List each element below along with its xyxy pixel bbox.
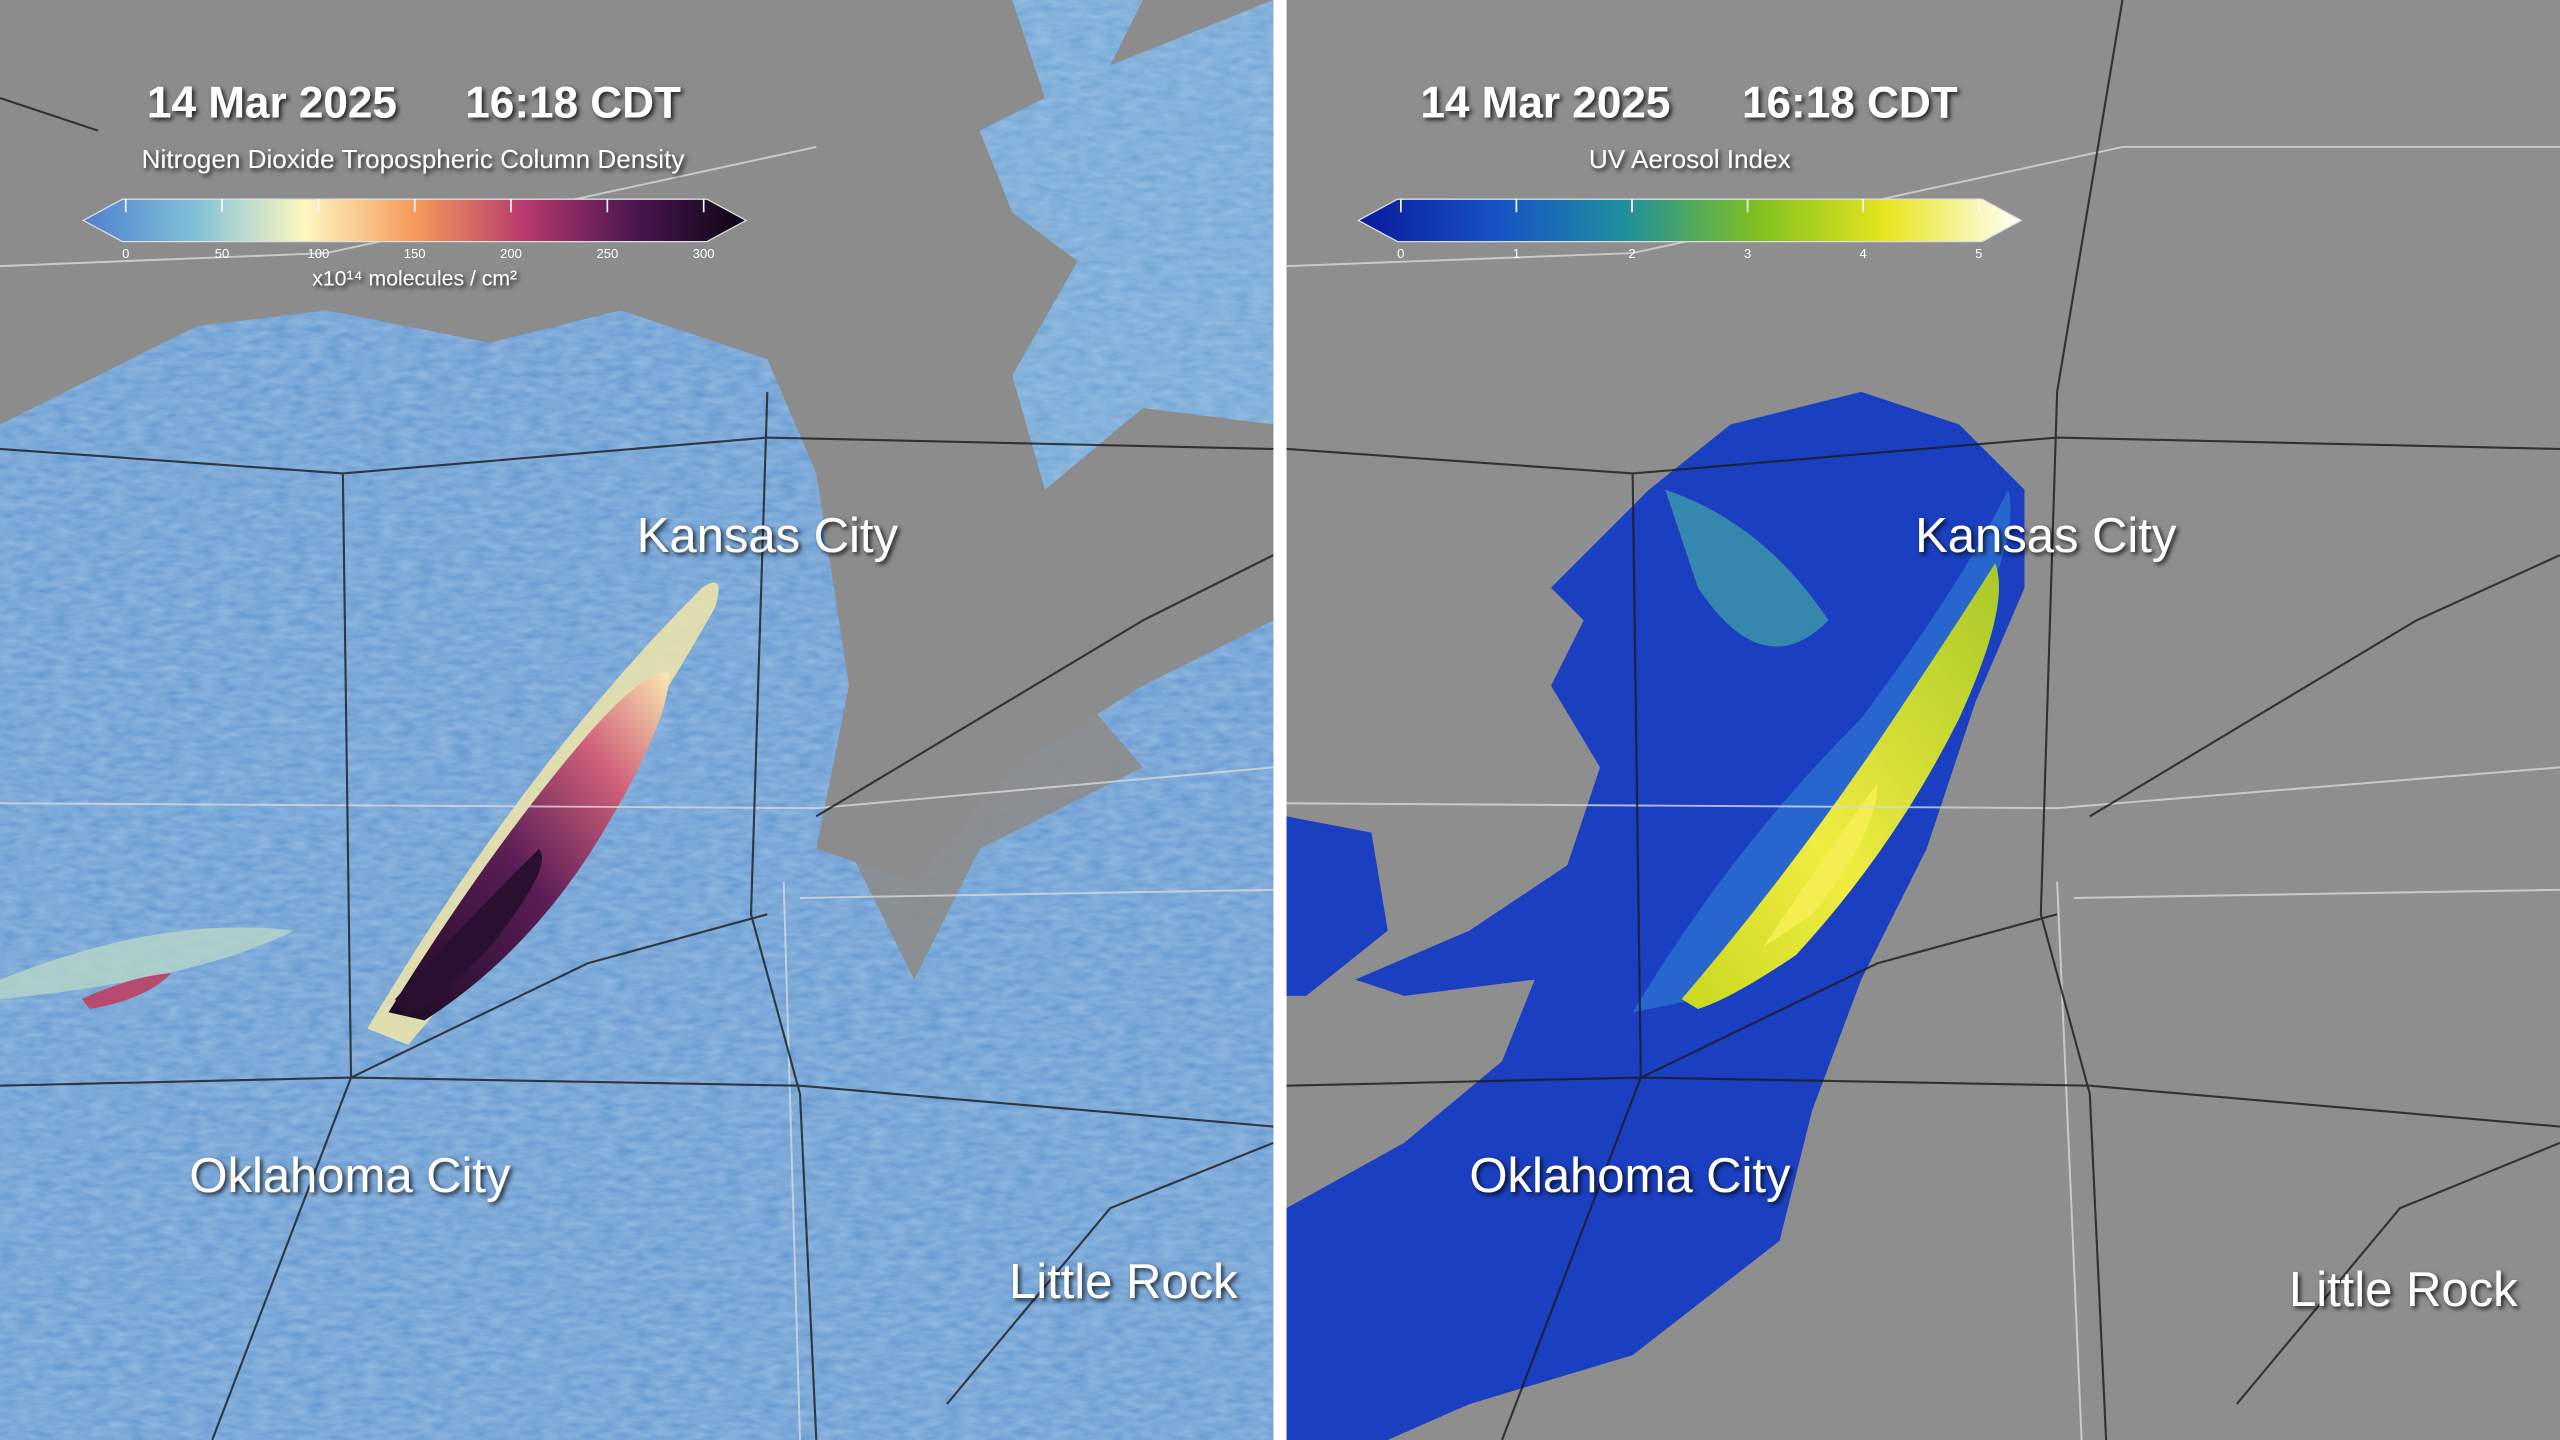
- colorbar-tick-label: 250: [596, 246, 618, 261]
- colorbar-tick-label: 4: [1860, 246, 1867, 261]
- colorbar-tick-label: 3: [1744, 246, 1751, 261]
- colorbar-tick-label: 0: [1397, 246, 1404, 261]
- city-label: Kansas City: [637, 509, 899, 563]
- colorbar-title: UV Aerosol Index: [1589, 144, 1791, 174]
- colorbar-tick-label: 100: [307, 246, 329, 261]
- colorbar-unit: x10¹⁴ molecules / cm²: [312, 268, 517, 291]
- colorbar-tick-label: 2: [1628, 246, 1635, 261]
- date-label: 14 Mar 2025: [1420, 79, 1670, 128]
- colorbar-tick-label: 50: [215, 246, 230, 261]
- colorbar-title: Nitrogen Dioxide Tropospheric Column Den…: [142, 144, 685, 174]
- colorbar: [1356, 198, 2023, 243]
- time-label: 16:18 CDT: [465, 79, 681, 128]
- colorbar-tick-label: 150: [404, 246, 426, 261]
- colorbar: [81, 198, 748, 243]
- colorbar-tick-label: 5: [1975, 246, 1982, 261]
- date-label: 14 Mar 2025: [147, 79, 397, 128]
- time-label: 16:18 CDT: [1742, 79, 1958, 128]
- colorbar-tick-label: 300: [693, 246, 715, 261]
- colorbar-tick-label: 1: [1513, 246, 1520, 261]
- colorbar-tick-label: 0: [122, 246, 129, 261]
- city-label: Kansas City: [1915, 509, 2177, 563]
- colorbar-tick-label: 200: [500, 246, 522, 261]
- divider: [1273, 0, 1287, 1440]
- city-label: Oklahoma City: [189, 1149, 511, 1203]
- labels: 14 Mar 2025 16:18 CDT Nitrogen Dioxide Tro…: [81, 79, 2518, 1317]
- city-label: Oklahoma City: [1469, 1149, 1791, 1203]
- city-label: Little Rock: [2289, 1263, 2518, 1317]
- city-label: Little Rock: [1009, 1255, 1238, 1309]
